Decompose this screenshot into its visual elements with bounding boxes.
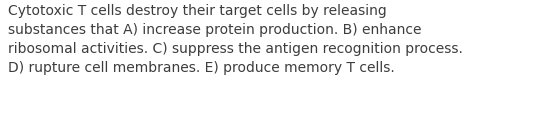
Text: Cytotoxic T cells destroy their target cells by releasing
substances that A) inc: Cytotoxic T cells destroy their target c… (8, 4, 463, 75)
